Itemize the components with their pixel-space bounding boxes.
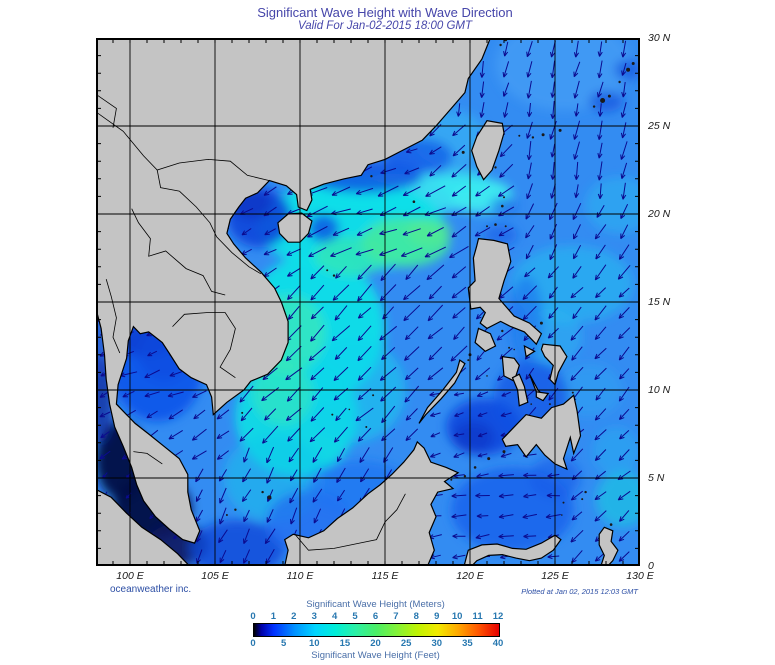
lat-label-20N: 20 N: [648, 208, 671, 220]
page-subtitle: Valid For Jan-02-2015 18:00 GMT: [297, 20, 473, 32]
meters-tick-0: 0: [250, 611, 256, 622]
feet-tick-5: 5: [280, 638, 287, 649]
meters-tick-7: 7: [393, 611, 399, 622]
credit-text: oceanweather inc.: [110, 584, 192, 595]
wave-map: [96, 38, 640, 566]
meters-tick-8: 8: [413, 611, 419, 622]
meters-tick-2: 2: [291, 611, 297, 622]
meters-tick-11: 11: [472, 611, 483, 622]
meters-tick-10: 10: [451, 611, 463, 622]
lon-label-105E: 105 E: [201, 570, 229, 582]
lon-label-130E: 130 E: [626, 570, 654, 582]
page-title: Significant Wave Height with Wave Direct…: [257, 5, 513, 20]
meters-tick-12: 12: [492, 611, 504, 622]
lon-label-120E: 120 E: [456, 570, 484, 582]
feet-tick-10: 10: [308, 638, 320, 649]
lat-label-10N: 10 N: [648, 384, 671, 396]
legend-title-feet: Significant Wave Height (Feet): [311, 650, 440, 661]
lat-label-5N: 5 N: [648, 472, 665, 484]
legend-title-meters: Significant Wave Height (Meters): [306, 599, 445, 610]
feet-tick-25: 25: [400, 638, 412, 649]
feet-tick-40: 40: [492, 638, 504, 649]
lon-label-100E: 100 E: [116, 570, 144, 582]
lat-label-30N: 30 N: [648, 32, 671, 44]
legend-feet-ticks: 0 5 10 15 20 25 30 35 40: [0, 0, 775, 649]
feet-tick-0: 0: [250, 638, 256, 649]
lat-label-15N: 15 N: [648, 296, 671, 308]
map-frame: [96, 38, 640, 566]
feet-tick-30: 30: [431, 638, 443, 649]
feet-tick-15: 15: [339, 638, 351, 649]
meters-tick-6: 6: [372, 611, 379, 622]
meters-tick-4: 4: [332, 611, 338, 622]
lat-label-0: 0: [648, 560, 654, 572]
plotted-timestamp: Plotted at Jan 02, 2015 12:03 GMT: [521, 587, 638, 596]
lat-label-25N: 25 N: [648, 120, 671, 132]
feet-tick-20: 20: [370, 638, 381, 649]
meters-tick-3: 3: [311, 611, 317, 622]
graticule-layer: [96, 38, 640, 566]
legend-colorbar: [253, 623, 500, 637]
lon-label-110E: 110 E: [286, 570, 314, 582]
lon-label-115E: 115 E: [371, 570, 399, 582]
feet-tick-35: 35: [462, 638, 473, 649]
meters-tick-5: 5: [352, 611, 358, 622]
meters-tick-9: 9: [434, 611, 440, 622]
lon-label-125E: 125 E: [541, 570, 569, 582]
meters-tick-1: 1: [270, 611, 277, 622]
land-layer: [96, 38, 635, 566]
legend-meters-ticks: 0 1 2 3 4 5 6 7 8 9 10 11 12: [0, 0, 775, 622]
degree-ticks: [96, 38, 640, 566]
